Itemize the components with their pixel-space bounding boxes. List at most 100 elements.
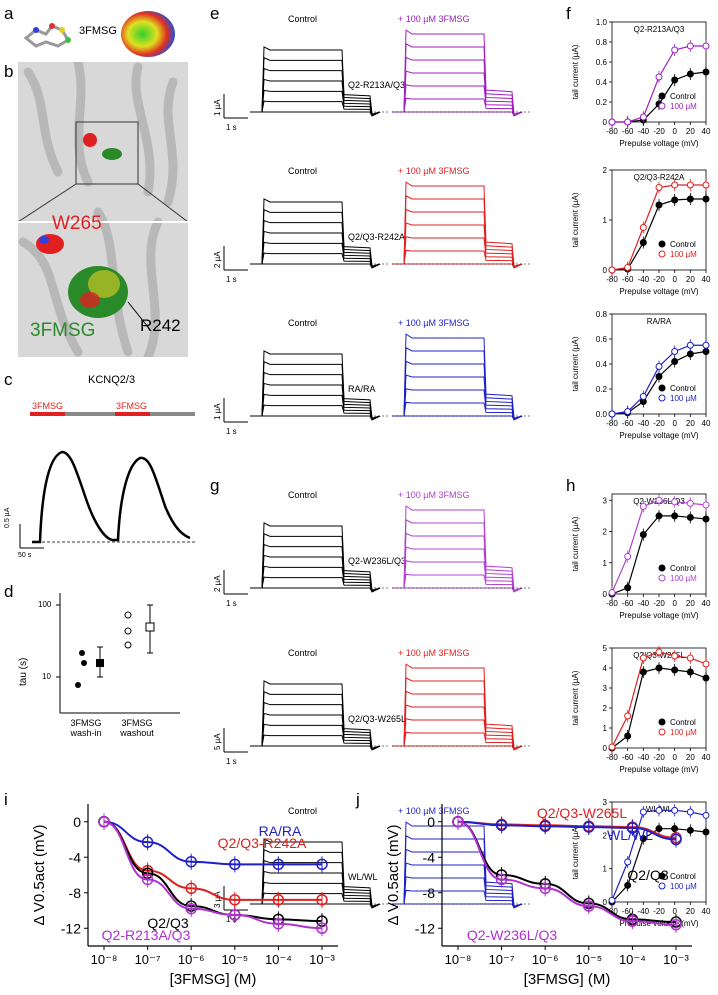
x-tick-label: -40: [638, 599, 650, 608]
data-point: [671, 46, 679, 54]
data-point: [608, 588, 616, 596]
drug-bar-label-1: 3FMSG: [32, 401, 64, 411]
y-tick-label: -8: [423, 885, 436, 901]
y-tick-label: 0.8: [596, 310, 608, 319]
x-axis-label: Prepulse voltage (mV): [619, 431, 698, 440]
data-point: [624, 858, 632, 866]
data-point: [686, 42, 694, 50]
legend-marker: [658, 718, 666, 726]
current-sweep: [392, 346, 523, 420]
tau-plot: [56, 593, 180, 714]
y-tick-label: 1: [603, 216, 608, 225]
y-tick-label: 0.4: [596, 78, 608, 87]
legend-marker: [658, 250, 666, 258]
legend-label: 100 µM: [670, 250, 697, 259]
data-point: [639, 835, 647, 843]
x-axis-label: [3FMSG] (M): [524, 971, 611, 988]
drug-label: + 100 µM 3FMSG: [398, 166, 469, 176]
scale-x-label: 1 s: [226, 599, 237, 608]
data-point: [639, 239, 647, 246]
legend-marker: [658, 240, 666, 248]
x-tick-label: 40: [702, 275, 711, 284]
current-sweep: [392, 401, 523, 421]
data-point: [639, 224, 647, 231]
data-point: [624, 408, 632, 415]
data-point: [608, 410, 616, 418]
x-tick-label: 20: [686, 127, 695, 136]
legend-marker: [658, 574, 666, 582]
legend-label: Control: [670, 718, 696, 727]
data-point: [686, 181, 694, 189]
series-label: RA/RA: [259, 823, 302, 839]
current-sweep: [392, 663, 523, 749]
y-tick-label: 0.6: [596, 335, 608, 344]
y-tick-label: 5: [603, 644, 608, 653]
x-tick-label: -20: [653, 419, 665, 428]
data-point: [624, 732, 632, 740]
x-tick-label: 40: [702, 127, 711, 136]
legend-marker: [658, 102, 666, 110]
x-tick-label: 20: [686, 753, 695, 762]
current-sweep: [250, 522, 381, 591]
data-point: [495, 819, 508, 832]
drug-bar-label-2: 3FMSG: [116, 401, 148, 411]
legend-marker: [658, 92, 666, 100]
x-tick-label: 10⁻⁴: [619, 952, 646, 967]
current-sweep: [250, 350, 381, 419]
g-trace-row-1: Control + 100 µM 3FMSG Q2/Q3-W265L 5 µA 1 s: [213, 648, 532, 766]
data-point: [272, 918, 285, 930]
data-point: [495, 873, 508, 886]
y-tick-label: 2: [603, 831, 608, 840]
e-trace-row-2: Control + 100 µM 3FMSG RA/RA 1 µA 1 s: [213, 318, 532, 436]
data-point: [185, 882, 197, 895]
x-tick-label: -20: [653, 753, 665, 762]
series-label: Q2-W236L/Q3: [467, 927, 557, 943]
current-sweep: [250, 587, 381, 593]
iv-plot-f1: Q2-R213A/Q3 0 0.2 0.4 0.6 0.8 1.0 -80 -60 -40 -20 0…: [571, 18, 711, 148]
panel-g-label: g: [210, 476, 220, 495]
data-point: [655, 73, 663, 81]
y-tick-label: 4: [603, 664, 608, 673]
series-label: WL/WL: [607, 827, 653, 843]
current-sweep: [250, 838, 381, 907]
scale-y-label: 2 µA: [213, 251, 222, 268]
trace-family: [392, 181, 523, 269]
data-point: [686, 499, 694, 507]
dose-plot-j: 0 -4 -8 -12 10⁻⁸ 10⁻⁷ 10⁻⁶ 10⁻⁵ 10⁻⁴ 10⁻³ [3FMSG] …: [385, 804, 692, 988]
data-point: [655, 648, 663, 656]
panel-d-label: d: [4, 582, 14, 601]
current-sweep: [392, 97, 523, 117]
x-tick-label: -40: [638, 127, 650, 136]
data-point: [670, 833, 682, 846]
current-sweep: [392, 333, 523, 419]
current-sweep: [392, 42, 523, 116]
x-axis-label: Prepulse voltage (mV): [619, 611, 698, 620]
x-tick-label: -20: [653, 599, 665, 608]
data-point: [702, 674, 710, 682]
current-sweep: [392, 29, 523, 115]
x-tick-label: 40: [702, 419, 711, 428]
electrostatic-surface: [121, 11, 175, 57]
current-sweep: [392, 731, 523, 751]
drug-label: + 100 µM 3FMSG: [398, 318, 469, 328]
x-tick-label: 10⁻⁵: [575, 952, 602, 967]
data-point: [185, 902, 197, 915]
x-tick-label: 20: [686, 275, 695, 284]
current-sweep: [250, 745, 381, 751]
current-sweep: [250, 263, 381, 269]
x-tick-label: 10⁻⁷: [489, 952, 515, 967]
x-tick-label: -80: [606, 419, 618, 428]
y-tick-label: 2: [603, 704, 608, 713]
x-tick-label: -40: [638, 753, 650, 762]
x-tick-label: -60: [622, 127, 634, 136]
data-point: [655, 496, 663, 504]
panel-i-label: i: [4, 790, 8, 809]
data-point: [702, 515, 710, 523]
c-scale-y: 0.5 µA: [4, 507, 11, 528]
data-point: [624, 553, 632, 560]
drug-label: + 100 µM 3FMSG: [398, 648, 469, 658]
data-point: [702, 341, 710, 349]
y-tick-label: 3: [603, 798, 608, 807]
x-tick-label: -40: [638, 907, 650, 916]
data-point: [686, 195, 694, 203]
